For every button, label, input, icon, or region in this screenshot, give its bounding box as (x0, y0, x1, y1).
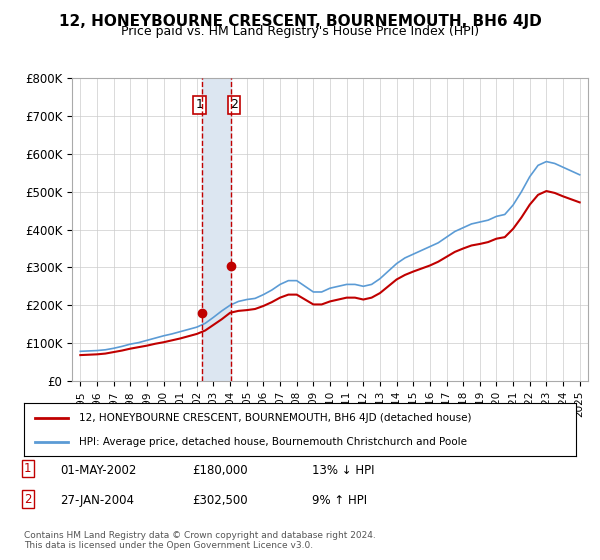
Text: HPI: Average price, detached house, Bournemouth Christchurch and Poole: HPI: Average price, detached house, Bour… (79, 436, 467, 446)
Text: £180,000: £180,000 (192, 464, 248, 477)
Text: 1: 1 (24, 462, 32, 475)
Text: Contains HM Land Registry data © Crown copyright and database right 2024.
This d: Contains HM Land Registry data © Crown c… (24, 530, 376, 550)
Text: 13% ↓ HPI: 13% ↓ HPI (312, 464, 374, 477)
Text: 27-JAN-2004: 27-JAN-2004 (60, 494, 134, 507)
Text: 1: 1 (196, 99, 204, 111)
Text: 2: 2 (24, 493, 32, 506)
Text: Price paid vs. HM Land Registry's House Price Index (HPI): Price paid vs. HM Land Registry's House … (121, 25, 479, 38)
Text: 2: 2 (230, 99, 238, 111)
Text: 12, HONEYBOURNE CRESCENT, BOURNEMOUTH, BH6 4JD (detached house): 12, HONEYBOURNE CRESCENT, BOURNEMOUTH, B… (79, 413, 472, 423)
Text: 12, HONEYBOURNE CRESCENT, BOURNEMOUTH, BH6 4JD: 12, HONEYBOURNE CRESCENT, BOURNEMOUTH, B… (59, 14, 541, 29)
Bar (202, 78, 232, 381)
Text: 9% ↑ HPI: 9% ↑ HPI (312, 494, 367, 507)
Text: £302,500: £302,500 (192, 494, 248, 507)
Text: 01-MAY-2002: 01-MAY-2002 (60, 464, 136, 477)
